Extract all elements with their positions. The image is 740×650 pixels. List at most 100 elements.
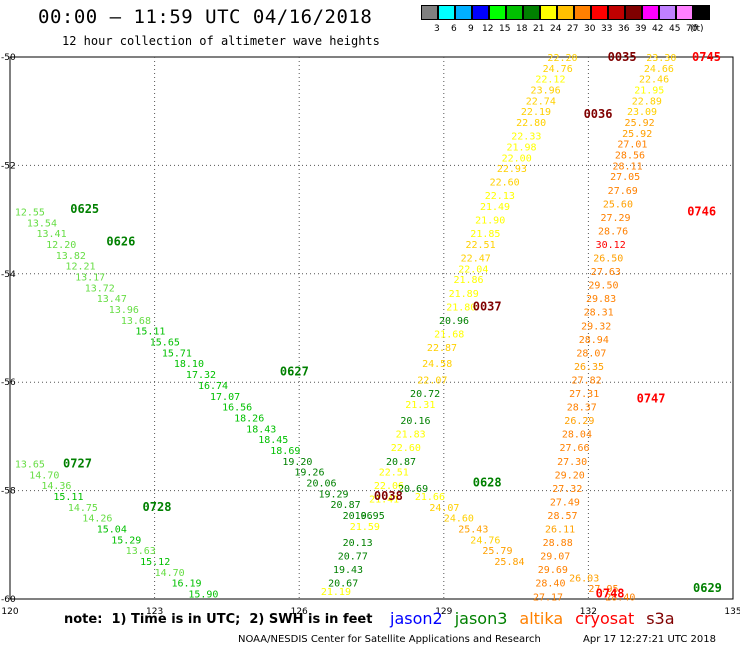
wave-height-label: 21.85 xyxy=(470,229,500,240)
y-tick-label: -58 xyxy=(1,487,16,497)
wave-height-label: 17.07 xyxy=(210,392,240,403)
wave-height-label: 22.12 xyxy=(535,75,565,86)
wave-height-label: 27.63 xyxy=(591,267,621,278)
colorbar-label: 70 xyxy=(686,24,698,34)
colorbar-label: 27 xyxy=(567,24,579,34)
credit-text: NOAA/NESDIS Center for Satellite Applica… xyxy=(238,634,541,645)
pass-time-label: 0745 xyxy=(692,50,721,64)
wave-height-label: 28.40 xyxy=(535,579,565,590)
wave-height-label: 21.98 xyxy=(506,142,536,153)
wave-height-label: 28.57 xyxy=(547,511,577,522)
pass-time-label: 0035 xyxy=(608,50,637,64)
colorbar-label: 9 xyxy=(468,24,474,34)
x-tick-label: 132 xyxy=(580,607,597,617)
wave-height-label: 22.47 xyxy=(461,254,491,265)
wave-height-label: 22.07 xyxy=(417,375,447,386)
colorbar-label: 30 xyxy=(584,24,596,34)
wave-height-label: 25.92 xyxy=(625,118,655,129)
pass-time-label: 0627 xyxy=(280,364,309,378)
wave-height-label: 14.75 xyxy=(68,503,98,514)
wave-height-label: 12.21 xyxy=(65,262,95,273)
chart-subtitle: 12 hour collection of altimeter wave hei… xyxy=(62,34,380,48)
wave-height-label: 18.10 xyxy=(174,359,204,370)
plot-frame xyxy=(9,56,734,600)
wave-height-label: 24.76 xyxy=(543,64,573,75)
wave-height-label: 27.30 xyxy=(557,457,587,468)
colorbar-swatch xyxy=(574,5,591,20)
colorbar-swatch xyxy=(591,5,608,20)
y-tick-label: -52 xyxy=(1,161,16,171)
wave-height-label: 30.12 xyxy=(596,240,626,251)
credit-timestamp: Apr 17 12:27:21 UTC 2018 xyxy=(583,634,716,645)
wave-height-label: 20.06 xyxy=(343,511,373,522)
colorbar-swatch xyxy=(438,5,455,20)
wave-height-label: 21.31 xyxy=(405,400,435,411)
wave-height-label: 24.07 xyxy=(429,503,459,514)
colorbar-label: 33 xyxy=(601,24,613,34)
wave-height-label: 21.66 xyxy=(415,492,445,503)
wave-height-label: 29.20 xyxy=(555,470,585,481)
wave-height-label: 13.65 xyxy=(15,460,45,471)
wave-height-label: 21.86 xyxy=(453,275,483,286)
y-tick-label: -60 xyxy=(1,595,16,605)
wave-height-label: 25.92 xyxy=(622,129,652,140)
legend-item-altika: altika xyxy=(519,609,564,628)
wave-height-label: 15.11 xyxy=(135,327,165,338)
wave-height-label: 18.45 xyxy=(258,435,288,446)
colorbar-swatch xyxy=(472,5,489,20)
wave-height-label: 25.79 xyxy=(482,546,512,557)
colorbar-unit: (ft) xyxy=(690,24,704,34)
pass-time-label: 0727 xyxy=(63,457,92,471)
wave-height-label: 27.49 xyxy=(550,497,580,508)
wave-height-label: 26.11 xyxy=(545,525,575,536)
wave-height-label: 23.09 xyxy=(627,107,657,118)
wave-height-label: 16.74 xyxy=(198,381,228,392)
legend-item-jason3: jason3 xyxy=(454,609,508,628)
colorbar-swatch xyxy=(693,5,710,20)
wave-height-label: 29.83 xyxy=(586,294,616,305)
wave-height-label: 29.07 xyxy=(540,552,570,563)
wave-height-label: 20.87 xyxy=(331,500,361,511)
wave-height-label: 28.37 xyxy=(567,403,597,414)
pass-time-label: 0629 xyxy=(693,581,722,595)
wave-height-label: 21.80 xyxy=(446,302,476,313)
wave-height-label: 22.06 xyxy=(374,481,404,492)
pass-time-label: 0748 xyxy=(596,587,625,601)
wave-height-label: 14.26 xyxy=(82,514,112,525)
colorbar-label: 45 xyxy=(669,24,681,34)
wave-height-label: 20.87 xyxy=(386,457,416,468)
wave-height-label: 29.50 xyxy=(588,281,618,292)
chart-title: 00:00 – 11:59 UTC 04/16/2018 xyxy=(38,6,373,28)
wave-height-label: 27.69 xyxy=(608,186,638,197)
satellite-legend: jason2 jason3 altika cryosat s3a xyxy=(390,609,687,628)
wave-height-label: 22.00 xyxy=(502,153,532,164)
colorbar-label: 21 xyxy=(533,24,545,34)
colorbar-swatch xyxy=(455,5,472,20)
wave-height-label: 25.43 xyxy=(458,525,488,536)
wave-height-label: 13.54 xyxy=(27,218,57,229)
wave-height-label: 15.90 xyxy=(188,590,218,601)
wave-height-label: 22.13 xyxy=(485,191,515,202)
wave-height-label: 15.12 xyxy=(140,557,170,568)
colorbar-label: 15 xyxy=(499,24,511,34)
wave-height-label: 28.04 xyxy=(562,430,592,441)
x-tick-label: 129 xyxy=(435,607,452,617)
colorbar-label: 24 xyxy=(550,24,562,34)
wave-height-label: 28.11 xyxy=(613,161,643,172)
wave-height-label: 22.19 xyxy=(521,107,551,118)
wave-height-label: 24.76 xyxy=(470,535,500,546)
wave-height-label: 27.95 xyxy=(588,584,618,595)
wave-height-label: 26.35 xyxy=(574,362,604,373)
wave-height-label: 22.46 xyxy=(639,75,669,86)
wave-height-label: 22.80 xyxy=(516,118,546,129)
wave-height-label: 27.82 xyxy=(572,375,602,386)
wave-height-label: 22.60 xyxy=(490,178,520,189)
wave-height-label: 22.60 xyxy=(391,443,421,454)
wave-height-label: 20.06 xyxy=(306,478,336,489)
wave-height-label: 22.51 xyxy=(465,240,495,251)
wave-height-label: 15.04 xyxy=(97,525,127,536)
wave-height-label: 28.07 xyxy=(576,348,606,359)
wave-height-label: 25.84 xyxy=(494,557,524,568)
colorbar-label: 42 xyxy=(652,24,664,34)
